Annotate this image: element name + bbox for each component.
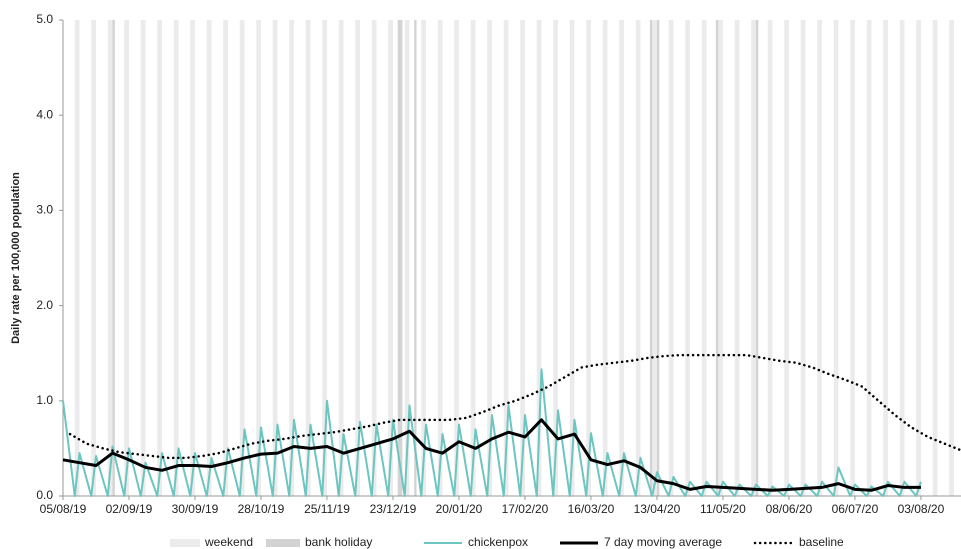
bank-holiday-band [397,20,401,496]
x-tick-label: 28/10/19 [238,502,285,516]
legend-swatch [266,539,300,547]
weekend-band [553,20,558,496]
x-tick-label: 17/02/20 [502,502,549,516]
weekend-band [338,20,344,496]
y-tick-label: 0.0 [36,488,53,502]
weekend-band [850,20,855,496]
x-tick-label: 30/09/19 [172,502,219,516]
y-axis-label: Daily rate per 100,000 population [10,172,22,344]
weekend-band [784,20,789,496]
x-tick-label: 23/12/19 [370,502,417,516]
bank-holiday-band [414,20,417,496]
weekend-band [91,20,96,496]
weekend-band [322,20,327,496]
weekend-band [388,20,393,496]
legend-label: baseline [799,535,844,549]
legend-label: weekend [204,535,253,549]
weekend-band [256,20,261,496]
weekend-band [206,20,212,496]
weekend-band [74,20,80,496]
weekend-band [602,20,608,496]
weekend-band [899,20,905,496]
legend-label: chickenpox [468,535,528,549]
weekend-band [817,20,822,496]
x-tick-label: 20/01/20 [436,502,483,516]
weekend-band [949,20,954,496]
weekend-band [767,20,773,496]
y-tick-label: 1.0 [36,393,53,407]
weekend-band [421,20,426,496]
weekend-band [734,20,740,496]
legend-label: bank holiday [305,535,372,549]
weekend-band [487,20,492,496]
weekend-band [470,20,476,496]
weekend-band [536,20,542,496]
weekend-band [652,20,657,496]
weekend-band [685,20,690,496]
weekend-band [404,20,410,496]
weekend-band [454,20,459,496]
x-tick-label: 16/03/20 [568,502,615,516]
weekend-band [520,20,525,496]
weekend-band [107,20,113,496]
weekend-band [173,20,179,496]
weekend-band [239,20,245,496]
bank-holiday-band [755,20,759,496]
bank-holiday-band [112,20,115,496]
weekend-band [619,20,624,496]
bank-holiday-band [649,20,653,496]
weekend-band [586,20,591,496]
weekend-band [371,20,377,496]
x-tick-label: 05/08/19 [40,502,87,516]
weekend-band [701,20,707,496]
weekend-band [883,20,888,496]
series-line [62,368,922,497]
weekend-band [355,20,360,496]
weekend-band [751,20,756,496]
y-tick-label: 3.0 [36,203,53,217]
legend-label: 7 day moving average [604,535,722,549]
weekend-band [223,20,228,496]
weekend-band [800,20,806,496]
x-tick-label: 25/11/19 [304,502,350,516]
x-tick-label: 03/08/20 [898,502,945,516]
weekend-band [833,20,839,496]
weekend-band [569,20,575,496]
weekend-band [866,20,872,496]
x-tick-label: 08/06/20 [766,502,813,516]
bank-holiday-band [400,20,403,496]
weekend-band [124,20,129,496]
y-tick-label: 2.0 [36,298,53,312]
bank-holiday-band [715,20,719,496]
bank-holiday-band [656,20,660,496]
weekend-band [668,20,674,496]
y-tick-label: 5.0 [36,12,53,26]
weekend-band [718,20,723,496]
weekend-band [157,20,162,496]
weekend-band [437,20,443,496]
weekend-band [140,20,146,496]
series-line [68,353,961,460]
x-tick-label: 02/09/19 [106,502,153,516]
x-tick-label: 06/07/20 [832,502,879,516]
weekend-band [916,20,921,496]
x-tick-label: 11/05/20 [700,502,746,516]
weekend-band [635,20,641,496]
weekend-band [190,20,195,496]
weekend-band [305,20,311,496]
series-line [62,418,921,492]
legend-swatch [170,539,200,547]
weekend-band [932,20,938,496]
weekend-band [272,20,278,496]
y-tick-label: 4.0 [36,107,53,121]
x-tick-label: 13/04/20 [634,502,681,516]
weekend-band [289,20,294,496]
weekend-band [503,20,509,496]
